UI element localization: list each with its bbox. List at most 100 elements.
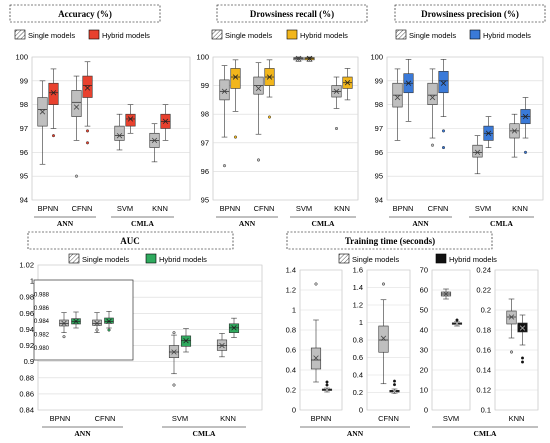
legend-single-swatch [338, 253, 350, 264]
time-bpnn-ytick-label: 0 [292, 406, 296, 415]
time-knn-single-mean-marker [508, 314, 515, 320]
time-knn-ytick-label: 0.12 [476, 386, 491, 395]
precision-hybrid-knn-outlier [523, 150, 528, 154]
time-svm-category-label: SVM [443, 414, 459, 423]
precision-hybrid-svm-mean-marker [485, 130, 492, 136]
auc-inset-ytick-label: 0.988 [34, 293, 50, 299]
precision-ytick-label: 96 [375, 148, 383, 157]
auc-category-label: BPNN [50, 414, 71, 423]
precision-category-label: BPNN [393, 204, 414, 213]
time-cfnn-single-mean-marker [380, 335, 387, 341]
auc-ytick-label: 0.86 [19, 389, 34, 398]
time-svm-ytick-label: 60 [420, 286, 428, 295]
time-knn-ytick-label: 0.24 [476, 266, 491, 275]
time-cfnn-hybrid-outlier [392, 383, 397, 387]
auc-inset-hybrid-cfnn-mean-marker [106, 318, 112, 325]
time-bpnn-ytick-label: 0.6 [286, 346, 296, 355]
time-bpnn-ytick-label: 1.2 [286, 286, 296, 295]
legend-hybrid-label: Hybrid models [483, 31, 531, 40]
recall-ytick-label: 96 [201, 167, 209, 176]
recall-hybrid-bpnn-mean-marker [232, 74, 239, 80]
time-bpnn-plot-area [299, 269, 343, 411]
legend-single-label: Single models [28, 31, 75, 40]
legend-single-label: Single models [225, 31, 272, 40]
auc-category-label: SVM [172, 414, 188, 423]
time-bpnn-ytick-label: 0.2 [286, 386, 296, 395]
time-cfnn-ytick-label: 1.4 [353, 283, 363, 292]
auc-inset-single-cfnn-mean-marker [94, 320, 100, 327]
recall-single-cfnn-outlier [256, 158, 261, 162]
panel-accuracy: Accuracy (%) Single models Hybrid models… [9, 4, 191, 228]
recall-group-ann: ANN [239, 219, 256, 228]
time-knn-single-outlier [509, 350, 514, 354]
legend-hybrid-label: Hybrid models [449, 255, 497, 264]
precision-ytick-label: 99 [375, 76, 383, 85]
precision-hybrid-cfnn-outlier [441, 146, 446, 150]
time-cfnn-single-box [378, 325, 389, 353]
recall-ytick-label: 99 [201, 81, 209, 90]
time-bpnn-category-label: BPNN [311, 414, 332, 423]
legend-single-swatch [395, 29, 407, 40]
auc-inset-hybrid-cfnn-box [104, 317, 114, 324]
auc-category-label: CFNN [95, 414, 116, 423]
recall-hybrid-cfnn-mean-marker [266, 74, 273, 80]
accuracy-single-knn-mean-marker [151, 137, 158, 144]
time-bpnn-hybrid-outlier [325, 380, 329, 384]
auc-group-cmla: CMLA [193, 429, 216, 438]
accuracy-group-ann: ANN [57, 219, 74, 228]
auc-ytick-label: 0.94 [19, 325, 34, 334]
accuracy-hybrid-svm-mean-marker [127, 116, 134, 122]
time-knn-ytick-label: 0.1 [481, 406, 491, 415]
panel-precision: Drowsiness precision (%) Single models H… [370, 4, 546, 228]
accuracy-hybrid-knn-mean-marker [162, 118, 169, 125]
auc-ytick-label: 0.96 [19, 309, 34, 318]
auc-hybrid-svm-mean-marker [183, 338, 189, 344]
recall-hybrid-bpnn-box [230, 68, 241, 89]
auc-inset-single-bpnn-outlier [62, 335, 66, 339]
time-group-cmla: CMLA [474, 429, 497, 438]
precision-title: Drowsiness precision (%) [421, 9, 519, 19]
panel-recall: Drowsiness recall (%) Single models Hybr… [196, 4, 368, 228]
accuracy-hybrid-svm-box [125, 113, 136, 127]
precision-hybrid-cfnn-box [438, 71, 449, 94]
time-knn-hybrid-mean-marker [519, 325, 526, 331]
precision-hybrid-cfnn-outlier [441, 129, 446, 133]
time-svm-ytick-label: 10 [420, 386, 428, 395]
recall-category-label: CFNN [254, 204, 275, 213]
time-knn-ytick-label: 0.22 [476, 286, 491, 295]
time-cfnn-ytick-label: 1 [359, 318, 363, 327]
time-cfnn-ytick-label: 0.8 [353, 336, 363, 345]
accuracy-hybrid-cfnn-outlier [85, 129, 90, 133]
legend-hybrid-swatch [435, 253, 447, 264]
auc-inset-ytick-label: 0.982 [34, 333, 50, 339]
recall-title: Drowsiness recall (%) [250, 9, 334, 19]
accuracy-ytick-label: 97 [20, 124, 28, 133]
auc-inset-single-bpnn-mean-marker [61, 320, 67, 327]
recall-ytick-label: 98 [201, 110, 209, 119]
time-svm-ytick-label: 40 [420, 326, 428, 335]
auc-ytick-label: 1.02 [19, 261, 34, 270]
accuracy-ytick-label: 95 [20, 172, 28, 181]
precision-single-cfnn-mean-marker [429, 94, 436, 101]
accuracy-single-cfnn-mean-marker [73, 104, 80, 110]
auc-ytick-label: 1 [30, 277, 34, 286]
auc-single-svm-mean-marker [171, 349, 177, 355]
auc-inset-hybrid-bpnn-mean-marker [73, 318, 79, 325]
legend-single-swatch [68, 253, 80, 264]
precision-ytick-label: 95 [375, 172, 383, 181]
time-knn-ytick-label: 0.16 [476, 346, 491, 355]
panel-auc: AUC Single models Hybrid models 0.84 0.86… [19, 231, 263, 438]
legend-single-label: Single models [82, 255, 129, 264]
precision-ytick-label: 97 [375, 124, 383, 133]
recall-ytick-label: 97 [201, 138, 209, 147]
legend-hybrid-swatch [88, 29, 100, 40]
time-bpnn-single-mean-marker [313, 355, 319, 361]
time-cfnn-hybrid-outlier [392, 379, 397, 383]
time-svm-hybrid-mean-marker [454, 320, 460, 327]
accuracy-hybrid-cfnn-box [82, 75, 93, 98]
legend-hybrid-label: Hybrid models [159, 255, 207, 264]
time-cfnn-ytick-label: 0.4 [353, 371, 363, 380]
time-svm-ytick-label: 30 [420, 346, 428, 355]
recall-hybrid-knn-mean-marker [344, 80, 351, 86]
